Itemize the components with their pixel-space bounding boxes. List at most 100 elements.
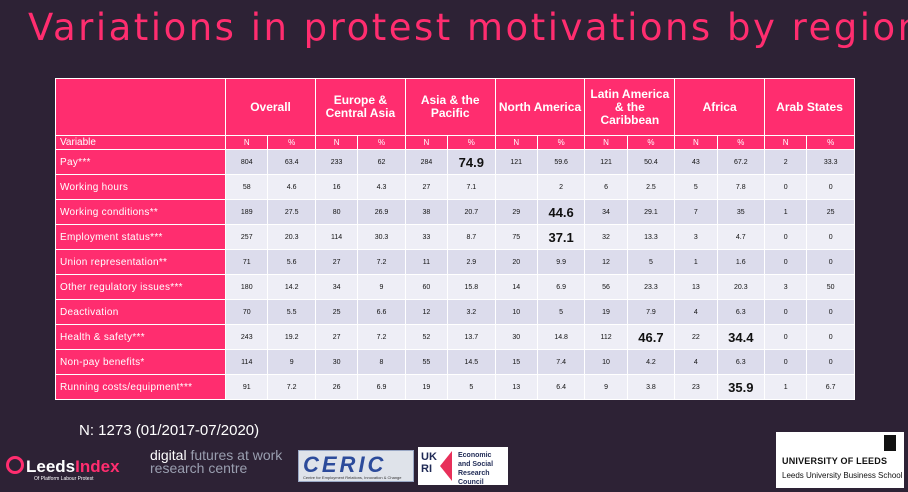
percent-cell: 4.6 xyxy=(267,174,316,200)
percent-header: % xyxy=(626,135,676,150)
region-header: Africa xyxy=(674,78,766,136)
n-cell: 12 xyxy=(584,249,628,275)
percent-header: % xyxy=(536,135,586,150)
n-cell: 12 xyxy=(404,299,449,325)
ceric-tagline: Centre for Employment Relations, Innovat… xyxy=(303,475,402,480)
percent-cell: 20.3 xyxy=(267,224,316,250)
percent-cell: 13.3 xyxy=(626,224,676,250)
percent-cell: 35 xyxy=(716,199,766,225)
percent-header: % xyxy=(357,135,406,150)
leeds-crest-icon xyxy=(884,435,896,451)
variable-label: Employment status*** xyxy=(54,224,227,250)
ukri-esrc-logo: UK RI Economic and Social Research Council xyxy=(418,447,508,486)
n-cell: 16 xyxy=(314,174,359,200)
percent-cell: 5 xyxy=(626,249,676,275)
table-row: Working conditions** 189 27.5 80 26.9 38 20.7 2… xyxy=(54,199,855,225)
n-header: N xyxy=(674,135,718,150)
percent-cell: 5 xyxy=(447,374,496,400)
percent-cell: 7.2 xyxy=(357,324,406,350)
n-cell: 9 xyxy=(584,374,628,400)
n-cell: 80 xyxy=(314,199,359,225)
n-cell: 0 xyxy=(764,349,808,375)
percent-cell: 0 xyxy=(806,174,855,200)
n-cell: 20 xyxy=(494,249,538,275)
n-cell: 121 xyxy=(494,149,538,175)
percent-cell: 6.6 xyxy=(357,299,406,325)
percent-cell: 50.4 xyxy=(626,149,676,175)
n-cell: 0 xyxy=(764,174,808,200)
percent-cell: 4.2 xyxy=(626,349,676,375)
table-row: Deactivation 70 5.5 25 6.6 12 3.2 10 5 19 7.9 4 6.3 0… xyxy=(54,299,855,325)
n-cell: 1 xyxy=(764,374,808,400)
sample-size-note: N: 1273 (01/2017-07/2020) xyxy=(79,422,260,439)
region-header: Arab States xyxy=(764,78,855,136)
percent-cell: 34.4 xyxy=(716,324,766,350)
region-header: Overall xyxy=(225,78,316,136)
leeds-index-ring-icon xyxy=(6,456,24,474)
n-cell: 38 xyxy=(404,199,449,225)
n-cell: 19 xyxy=(404,374,449,400)
n-cell: 91 xyxy=(225,374,269,400)
percent-cell: 5.5 xyxy=(267,299,316,325)
n-cell: 112 xyxy=(584,324,628,350)
n-cell: 0 xyxy=(764,249,808,275)
percent-cell: 35.9 xyxy=(716,374,766,400)
n-cell: 3 xyxy=(764,274,808,300)
n-cell: 243 xyxy=(225,324,269,350)
table-row: Working hours 58 4.6 16 4.3 27 7.1 2 6 2.5 5 7.8 0 0 xyxy=(54,174,855,200)
n-cell: 10 xyxy=(584,349,628,375)
percent-cell: 7.8 xyxy=(716,174,766,200)
n-cell: 15 xyxy=(494,349,538,375)
n-cell: 27 xyxy=(314,324,359,350)
n-cell: 804 xyxy=(225,149,269,175)
percent-cell: 2 xyxy=(536,174,586,200)
percent-cell: 9.9 xyxy=(536,249,586,275)
table-row: Employment status*** 257 20.3 114 30.3 33 8.7 7… xyxy=(54,224,855,250)
leeds-index-logo: LeedsIndex xyxy=(6,456,120,477)
percent-cell: 7.2 xyxy=(357,249,406,275)
percent-cell: 14.5 xyxy=(447,349,496,375)
n-cell: 33 xyxy=(404,224,449,250)
university-name: UNIVERSITY OF LEEDS xyxy=(782,456,888,466)
variable-label: Union representation** xyxy=(54,249,227,275)
table-row: Pay*** 804 63.4 233 62 284 74.9 121 59.6 121 50.4 4… xyxy=(54,149,855,175)
n-cell: 27 xyxy=(314,249,359,275)
n-cell: 180 xyxy=(225,274,269,300)
n-cell: 6 xyxy=(584,174,628,200)
percent-cell: 14.2 xyxy=(267,274,316,300)
ceric-wordmark: CERIC xyxy=(303,452,387,477)
percent-cell: 6.3 xyxy=(716,349,766,375)
percent-cell: 1.6 xyxy=(716,249,766,275)
motivations-table: Overall Europe & Central Asia Asia & the… xyxy=(54,78,855,400)
n-header: N xyxy=(314,135,359,150)
n-cell: 71 xyxy=(225,249,269,275)
n-cell: 34 xyxy=(314,274,359,300)
n-cell: 23 xyxy=(674,374,718,400)
percent-cell: 15.8 xyxy=(447,274,496,300)
percent-cell: 44.6 xyxy=(536,199,586,225)
percent-cell: 63.4 xyxy=(267,149,316,175)
percent-cell: 3.2 xyxy=(447,299,496,325)
n-cell: 1 xyxy=(764,199,808,225)
n-cell: 0 xyxy=(764,299,808,325)
percent-cell: 59.6 xyxy=(536,149,586,175)
percent-cell: 0 xyxy=(806,249,855,275)
n-cell: 56 xyxy=(584,274,628,300)
percent-cell: 50 xyxy=(806,274,855,300)
n-cell: 11 xyxy=(404,249,449,275)
percent-cell: 13.7 xyxy=(447,324,496,350)
n-cell: 22 xyxy=(674,324,718,350)
n-cell: 75 xyxy=(494,224,538,250)
ukri-chevron-icon xyxy=(440,451,452,481)
percent-cell: 20.7 xyxy=(447,199,496,225)
variable-label: Working conditions** xyxy=(54,199,227,225)
table-row: Health & safety*** 243 19.2 27 7.2 52 13.7 30 14… xyxy=(54,324,855,350)
region-header: North America xyxy=(494,78,586,136)
n-cell: 43 xyxy=(674,149,718,175)
percent-cell: 9 xyxy=(267,349,316,375)
percent-cell: 7.9 xyxy=(626,299,676,325)
percent-cell: 5.6 xyxy=(267,249,316,275)
percent-cell: 0 xyxy=(806,349,855,375)
ceric-logo: CERIC Centre for Employment Relations, I… xyxy=(298,450,414,482)
n-header: N xyxy=(225,135,269,150)
